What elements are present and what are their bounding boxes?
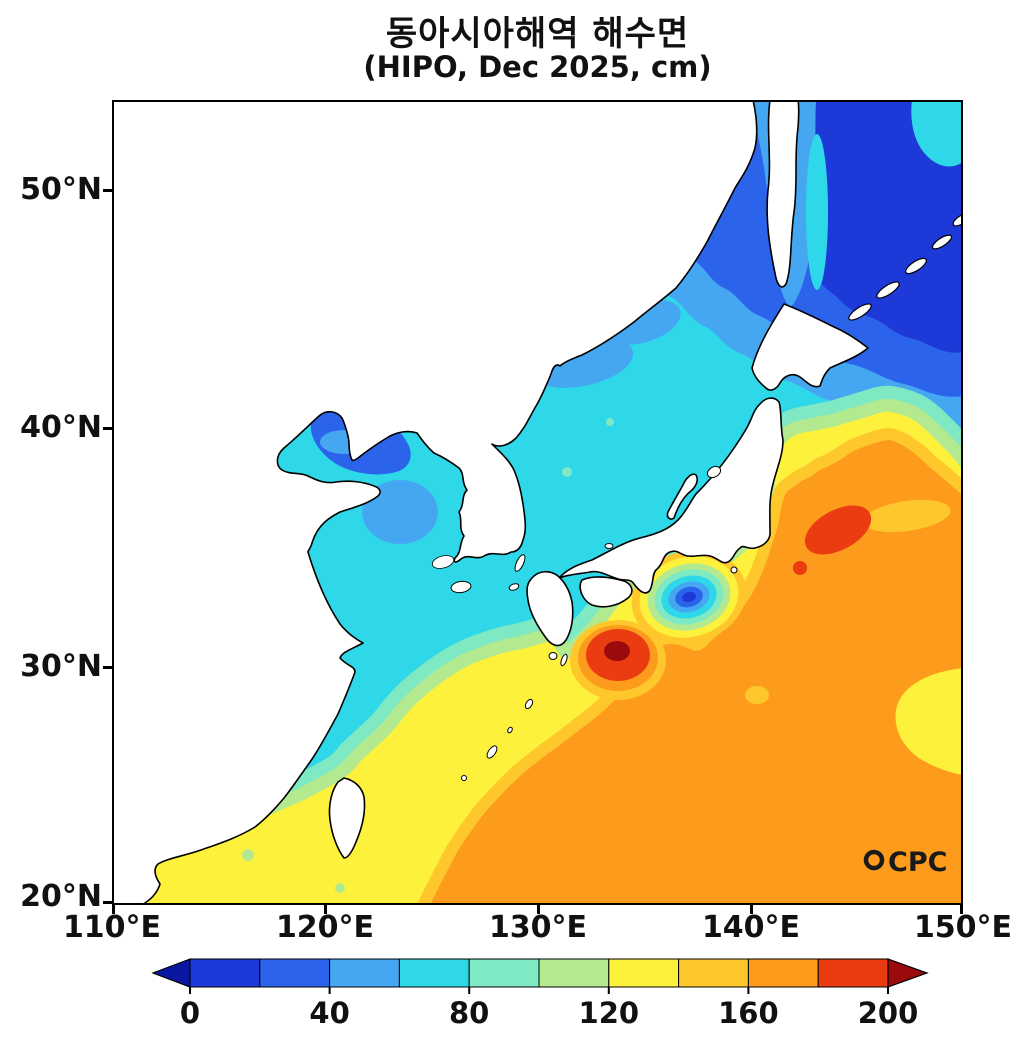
x-tick-150e [960, 905, 963, 914]
small-gold-spot [745, 686, 769, 704]
colorbar-label-200: 200 [857, 996, 919, 1030]
x-tick-130e [537, 905, 540, 914]
goto-islands [508, 583, 520, 591]
hokkaido-island [751, 303, 869, 391]
sakhalin-east-cyan [806, 134, 828, 290]
amami-island [524, 698, 534, 710]
eddy-b-red-dot [793, 561, 807, 575]
eastsea-aqua-dot-2 [606, 418, 614, 426]
shikoku-island [579, 576, 633, 608]
x-axis-label-140e: 140°E [701, 910, 801, 945]
yakushima [548, 652, 558, 660]
x-tick-120e [324, 905, 327, 914]
jeju-island [450, 580, 472, 594]
colorbar-band-0 [189, 958, 261, 988]
warm-eddy-a [570, 620, 666, 700]
land-masses [112, 100, 963, 905]
colorbar-band-6 [608, 958, 680, 988]
warm-sector-patches [242, 499, 963, 893]
x-axis-label-130e: 130°E [488, 910, 588, 945]
colorbar-label-0: 0 [179, 996, 201, 1030]
ocpc-logo: CPC [863, 847, 947, 878]
okhotsk-corner-cyan [911, 100, 963, 167]
tsushima-island [514, 554, 526, 572]
plot-frame [112, 100, 963, 905]
cold-band-darkblue [800, 100, 963, 353]
northeast-gold-patch [863, 499, 951, 533]
yellowsea-sky-patch [362, 480, 438, 544]
kyushu-island [526, 570, 574, 647]
ocpc-logo-ring-icon [863, 849, 885, 871]
ryukyu-islet [507, 726, 513, 734]
colorbar-label-120: 120 [578, 996, 640, 1030]
colorbar [151, 958, 929, 994]
sw-green-dot-2 [335, 883, 345, 893]
noto-peninsula [666, 473, 699, 520]
eddy-c-darkblue-core [682, 591, 696, 603]
colorbar-band-7 [678, 958, 749, 988]
colorbar-band-2 [329, 958, 400, 988]
figure-subtitle: (HIPO, Dec 2025, cm) [363, 50, 712, 84]
colorbar-label-160: 160 [718, 996, 779, 1030]
y-axis-label-40n: 40°N [20, 410, 102, 445]
y-tick-30n [103, 666, 112, 669]
colorbar-label-40: 40 [309, 996, 350, 1030]
warm-sector-orange [430, 440, 963, 905]
honshu-island [558, 397, 784, 594]
colorbar-band-4 [468, 958, 540, 988]
y-tick-20n [103, 901, 112, 904]
miyako-islet [461, 775, 467, 781]
kuril-islands [848, 213, 963, 321]
eastsea-aqua-dot-1 [562, 467, 572, 477]
figure-title: 동아시아해역 해수면 [385, 14, 690, 54]
x-tick-140e [750, 905, 753, 914]
eddy-b-red-blob [804, 505, 872, 555]
east-yellow-patch [895, 668, 963, 775]
tanegashima [560, 653, 568, 667]
izu-oshima [730, 566, 738, 574]
x-tick-110e [112, 905, 115, 914]
y-axis-label-20n: 20°N [20, 879, 102, 914]
map-plot: CPC [112, 100, 963, 905]
colorbar-band-9 [817, 958, 889, 988]
ocpc-logo-text: CPC [888, 847, 947, 878]
korean-archipelago [431, 555, 455, 569]
colorbar-band-8 [747, 958, 819, 988]
warm-eddy-b [793, 505, 872, 575]
colorbar-above-arrow [887, 958, 929, 988]
asia-continent [112, 100, 758, 905]
colorbar-band-3 [398, 958, 470, 988]
x-axis-label-110e: 110°E [62, 910, 162, 945]
colorbar-ticks [189, 987, 889, 994]
cold-eddy-c [631, 550, 747, 644]
colorbar-bands [189, 958, 889, 988]
sw-green-dot-1 [242, 849, 254, 861]
sado-island [706, 465, 722, 479]
y-axis-label-30n: 30°N [20, 649, 102, 684]
x-axis-label-120e: 120°E [275, 910, 375, 945]
sakhalin-island [766, 100, 800, 288]
x-axis-label-150e: 150°E [913, 910, 1013, 945]
y-tick-50n [103, 189, 112, 192]
small-islands [431, 465, 738, 781]
oki-islands [604, 543, 614, 549]
colorbar-band-1 [259, 958, 331, 988]
colorbar-band-5 [538, 958, 610, 988]
eddy-a-darkred-core [604, 641, 630, 661]
taiwan-island [328, 777, 366, 859]
okinawa-island [486, 745, 498, 759]
y-tick-40n [103, 427, 112, 430]
y-axis-label-50n: 50°N [20, 172, 102, 207]
colorbar-label-80: 80 [449, 996, 490, 1030]
colorbar-below-arrow [151, 958, 191, 988]
